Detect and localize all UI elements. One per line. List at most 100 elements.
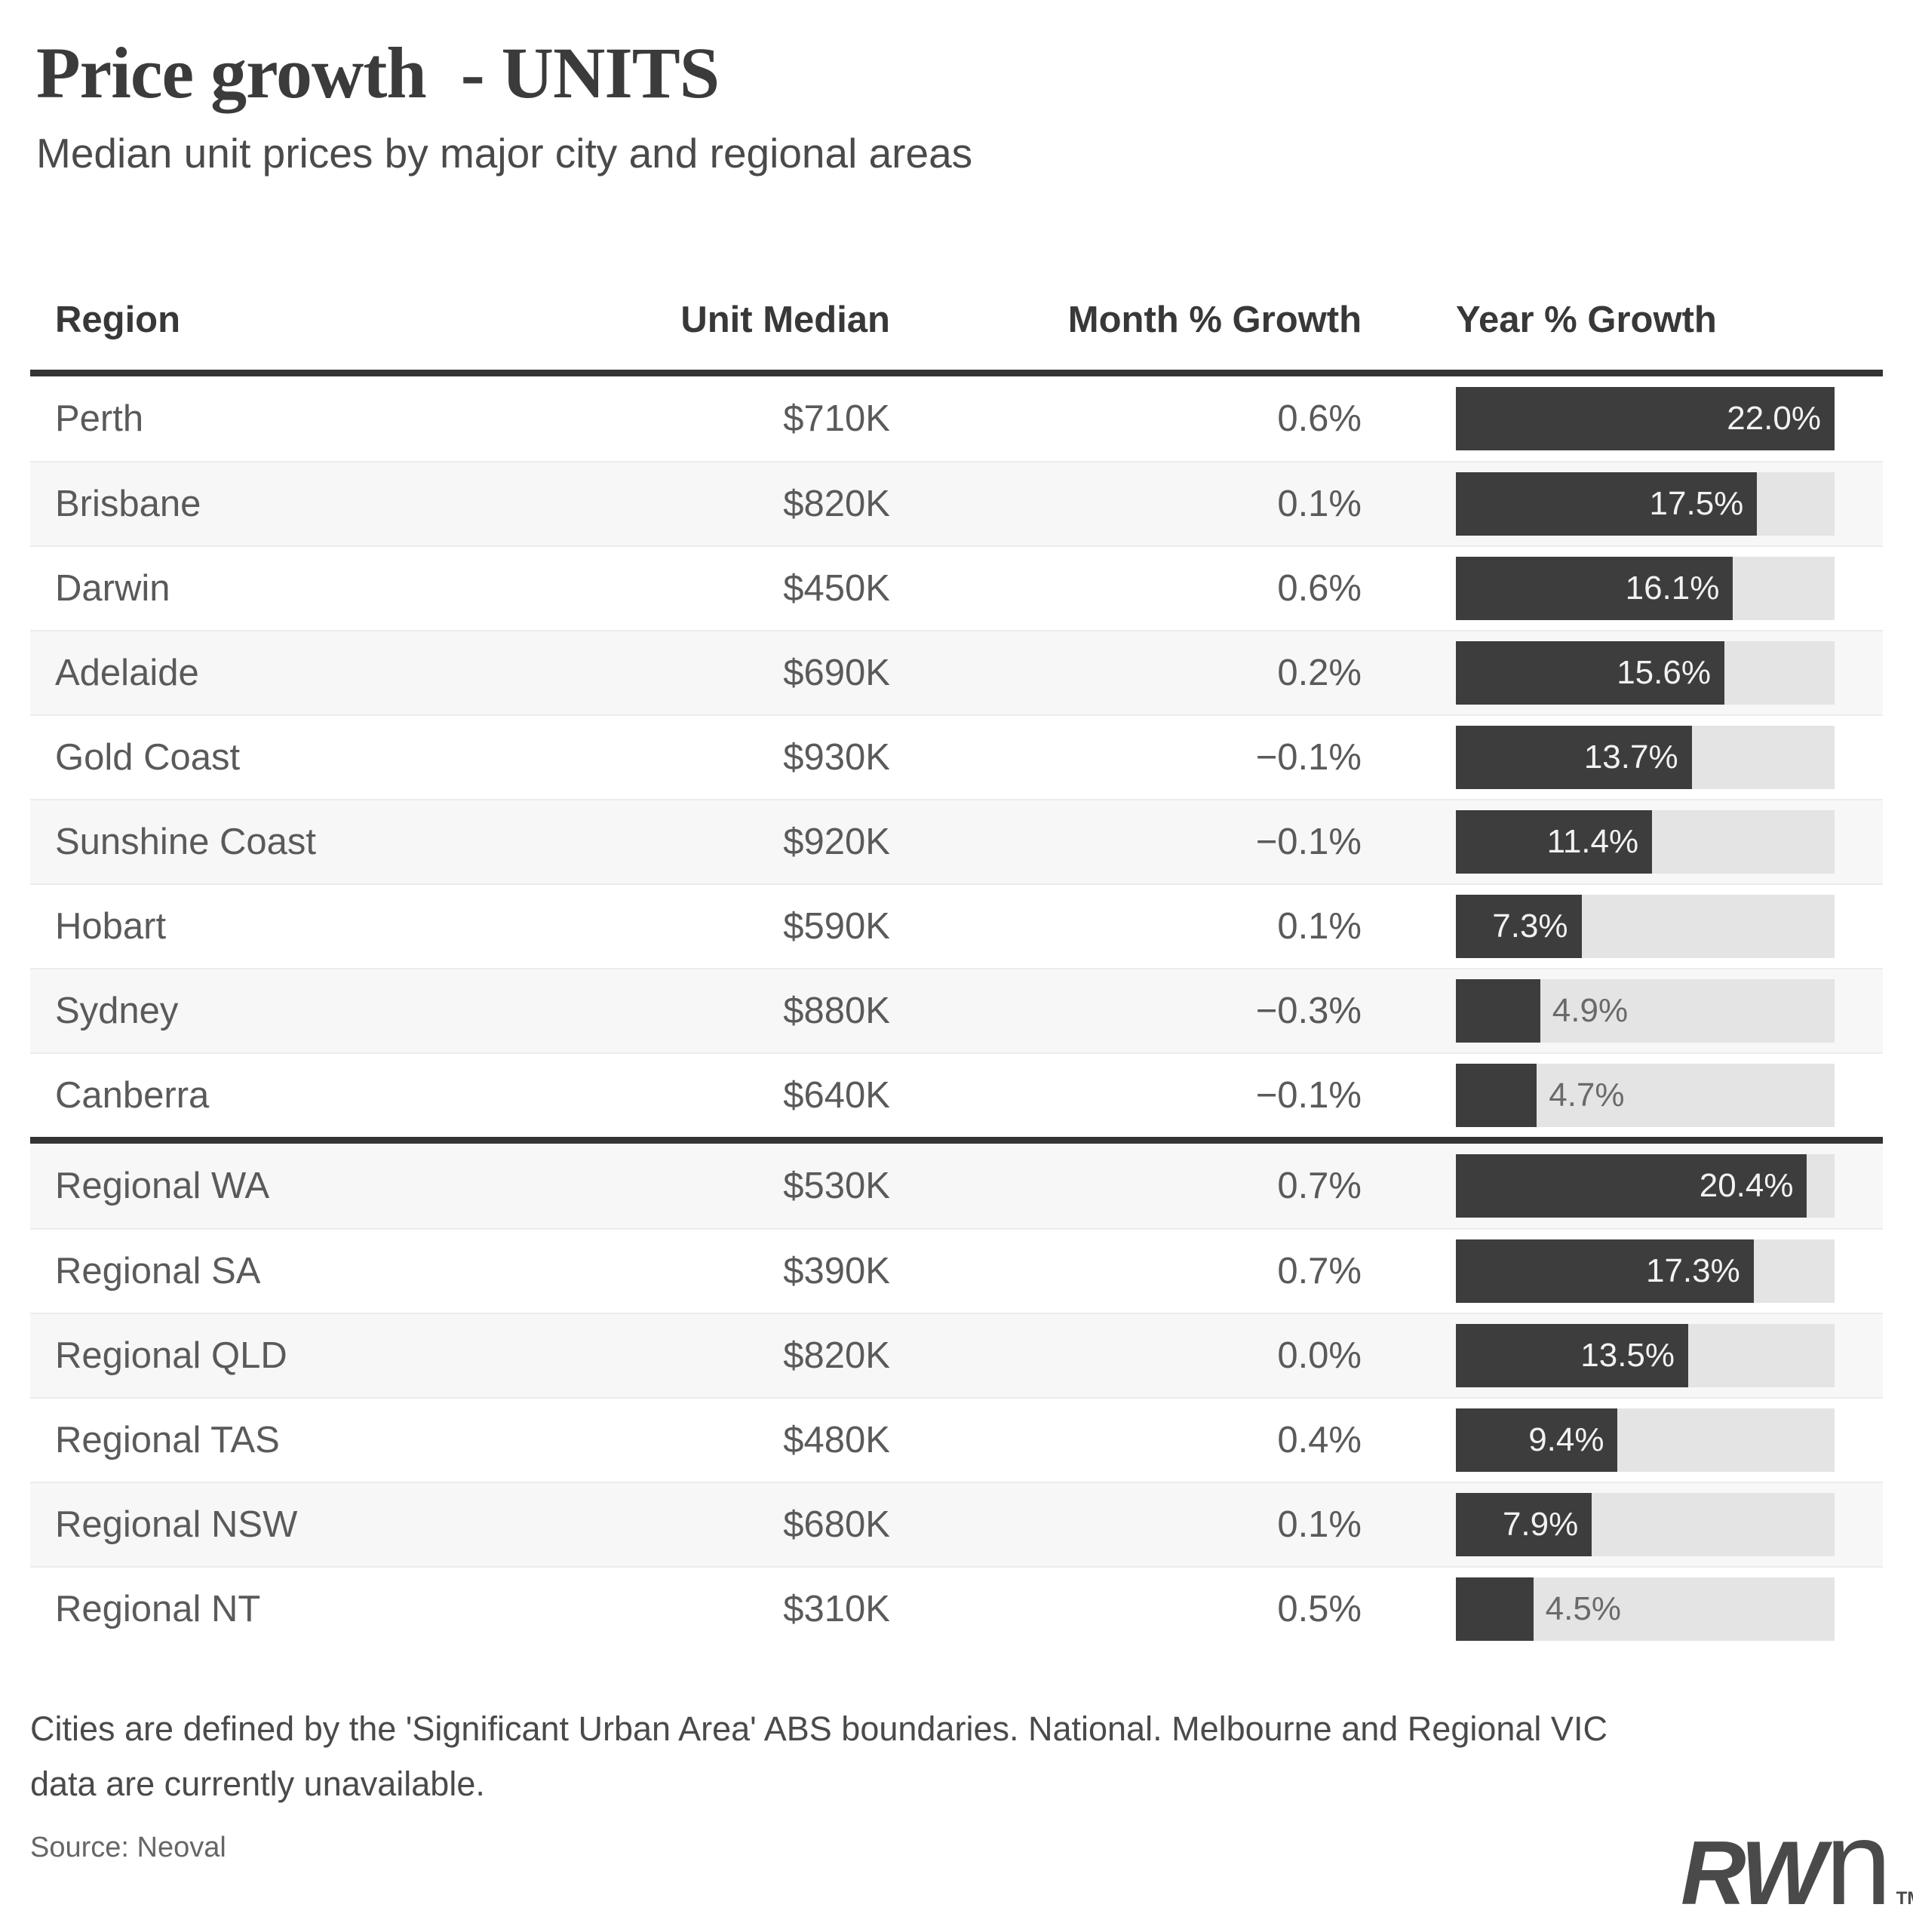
year-growth-cell: 11.4%: [1456, 810, 1835, 874]
month-growth-cell: 0.5%: [1277, 1589, 1362, 1630]
year-growth-label: 4.9%: [1552, 992, 1629, 1030]
unit-median-cell: $590K: [783, 906, 890, 948]
year-growth-bar-track: 11.4%: [1456, 810, 1835, 874]
year-growth-bar-track: 20.4%: [1456, 1154, 1835, 1218]
unit-median-cell: $530K: [783, 1166, 890, 1207]
unit-median-cell: $640K: [783, 1075, 890, 1117]
year-growth-cell: 7.3%: [1456, 895, 1835, 959]
footnote: Cities are defined by the 'Significant U…: [30, 1702, 1913, 1812]
year-growth-cell: 17.5%: [1456, 472, 1835, 536]
table-row: Adelaide $690K 0.2% 15.6%: [30, 630, 1883, 715]
year-growth-bar-track: 4.9%: [1456, 979, 1835, 1043]
month-growth-cell: 0.6%: [1277, 398, 1362, 440]
year-growth-bar: 13.5%: [1456, 1324, 1689, 1388]
unit-median-cell: $310K: [783, 1589, 890, 1630]
year-growth-bar-track: 17.5%: [1456, 472, 1835, 536]
year-growth-label: 7.9%: [1502, 1506, 1579, 1543]
col-header-month-growth: Month % Growth: [1067, 299, 1362, 341]
region-cell: Regional WA: [55, 1166, 270, 1207]
year-growth-bar: 15.6%: [1456, 641, 1724, 705]
year-growth-bar: 20.4%: [1456, 1154, 1807, 1218]
year-growth-label: 7.3%: [1492, 908, 1568, 945]
year-growth-bar: 22.0%: [1456, 387, 1835, 451]
year-growth-bar: 17.5%: [1456, 472, 1758, 536]
month-growth-cell: −0.1%: [1255, 1075, 1362, 1117]
unit-median-cell: $450K: [783, 568, 890, 610]
rwn-logo-rw: RW: [1681, 1823, 1826, 1924]
year-growth-bar: 13.7%: [1456, 726, 1692, 790]
year-growth-bar-track: 16.1%: [1456, 557, 1835, 621]
year-growth-bar: 7.3%: [1456, 895, 1582, 959]
region-cell: Regional NT: [55, 1589, 261, 1630]
month-growth-cell: 0.6%: [1277, 568, 1362, 610]
unit-median-cell: $390K: [783, 1251, 890, 1292]
unit-median-cell: $710K: [783, 398, 890, 440]
table-row: Regional NT $310K 0.5% 4.5%: [30, 1566, 1883, 1651]
region-cell: Darwin: [55, 568, 170, 610]
region-cell: Sydney: [55, 991, 179, 1032]
header-divider: [30, 370, 1883, 377]
year-growth-bar: [1456, 979, 1540, 1043]
year-growth-cell: 4.9%: [1456, 979, 1835, 1043]
region-cell: Regional TAS: [55, 1420, 280, 1461]
year-growth-bar-track: 15.6%: [1456, 641, 1835, 705]
region-cell: Regional QLD: [55, 1335, 287, 1377]
table-row: Regional NSW $680K 0.1% 7.9%: [30, 1482, 1883, 1567]
table-body: Perth $710K 0.6% 22.0% Brisbane $820K 0.…: [30, 376, 1913, 1651]
unit-median-cell: $920K: [783, 822, 890, 863]
year-growth-bar-track: 22.0%: [1456, 387, 1835, 451]
rwn-logo: RWnTM: [1681, 1795, 1913, 1932]
col-header-region: Region: [55, 299, 181, 341]
year-growth-label: 20.4%: [1699, 1167, 1794, 1205]
unit-median-cell: $880K: [783, 991, 890, 1032]
month-growth-cell: 0.2%: [1277, 653, 1362, 694]
year-growth-bar: 17.3%: [1456, 1239, 1754, 1304]
year-growth-cell: 20.4%: [1456, 1154, 1835, 1218]
table-row: Regional TAS $480K 0.4% 9.4%: [30, 1397, 1883, 1482]
table-row: Regional SA $390K 0.7% 17.3%: [30, 1228, 1883, 1313]
footnote-line-1: Cities are defined by the 'Significant U…: [30, 1709, 1607, 1749]
year-growth-bar-track: 17.3%: [1456, 1239, 1835, 1304]
unit-median-cell: $930K: [783, 737, 890, 779]
month-growth-cell: −0.3%: [1255, 991, 1362, 1032]
year-growth-cell: 17.3%: [1456, 1239, 1835, 1304]
year-growth-label: 4.5%: [1545, 1590, 1621, 1628]
year-growth-cell: 9.4%: [1456, 1408, 1835, 1473]
report-page: Price growth - UNITS Median unit prices …: [0, 32, 1913, 1930]
table-row: Gold Coast $930K −0.1% 13.7%: [30, 714, 1883, 800]
table-header: Region Unit Median Month % Growth Year %…: [30, 299, 1883, 341]
table-row: Sydney $880K −0.3% 4.9%: [30, 968, 1883, 1053]
region-cell: Hobart: [55, 906, 167, 948]
year-growth-label: 13.5%: [1580, 1337, 1675, 1375]
year-growth-bar: 11.4%: [1456, 810, 1653, 874]
unit-median-cell: $680K: [783, 1504, 890, 1546]
unit-median-cell: $820K: [783, 1335, 890, 1377]
table-row: Sunshine Coast $920K −0.1% 11.4%: [30, 799, 1883, 884]
region-cell: Gold Coast: [55, 737, 241, 779]
year-growth-bar: 16.1%: [1456, 557, 1733, 621]
year-growth-label: 17.5%: [1649, 485, 1744, 523]
year-growth-cell: 7.9%: [1456, 1493, 1835, 1557]
month-growth-cell: −0.1%: [1255, 822, 1362, 863]
year-growth-label: 13.7%: [1583, 739, 1678, 776]
month-growth-cell: 0.7%: [1277, 1251, 1362, 1292]
region-cell: Perth: [55, 398, 144, 440]
year-growth-bar-track: 7.9%: [1456, 1493, 1835, 1557]
year-growth-bar-track: 7.3%: [1456, 895, 1835, 959]
year-growth-label: 4.7%: [1549, 1077, 1625, 1114]
trademark-symbol: TM: [1896, 1888, 1913, 1909]
month-growth-cell: −0.1%: [1255, 737, 1362, 779]
year-growth-bar: 9.4%: [1456, 1408, 1618, 1473]
month-growth-cell: 0.1%: [1277, 1504, 1362, 1546]
col-header-year-growth: Year % Growth: [1456, 299, 1717, 341]
year-growth-label: 17.3%: [1645, 1252, 1740, 1290]
year-growth-bar: [1456, 1577, 1534, 1642]
year-growth-cell: 4.7%: [1456, 1064, 1835, 1128]
table-row: Perth $710K 0.6% 22.0%: [30, 376, 1883, 462]
year-growth-bar-track: 4.5%: [1456, 1577, 1835, 1642]
year-growth-cell: 13.5%: [1456, 1324, 1835, 1388]
year-growth-cell: 4.5%: [1456, 1577, 1835, 1642]
year-growth-bar: [1456, 1064, 1537, 1128]
year-growth-cell: 13.7%: [1456, 726, 1835, 790]
year-growth-label: 16.1%: [1625, 570, 1720, 607]
